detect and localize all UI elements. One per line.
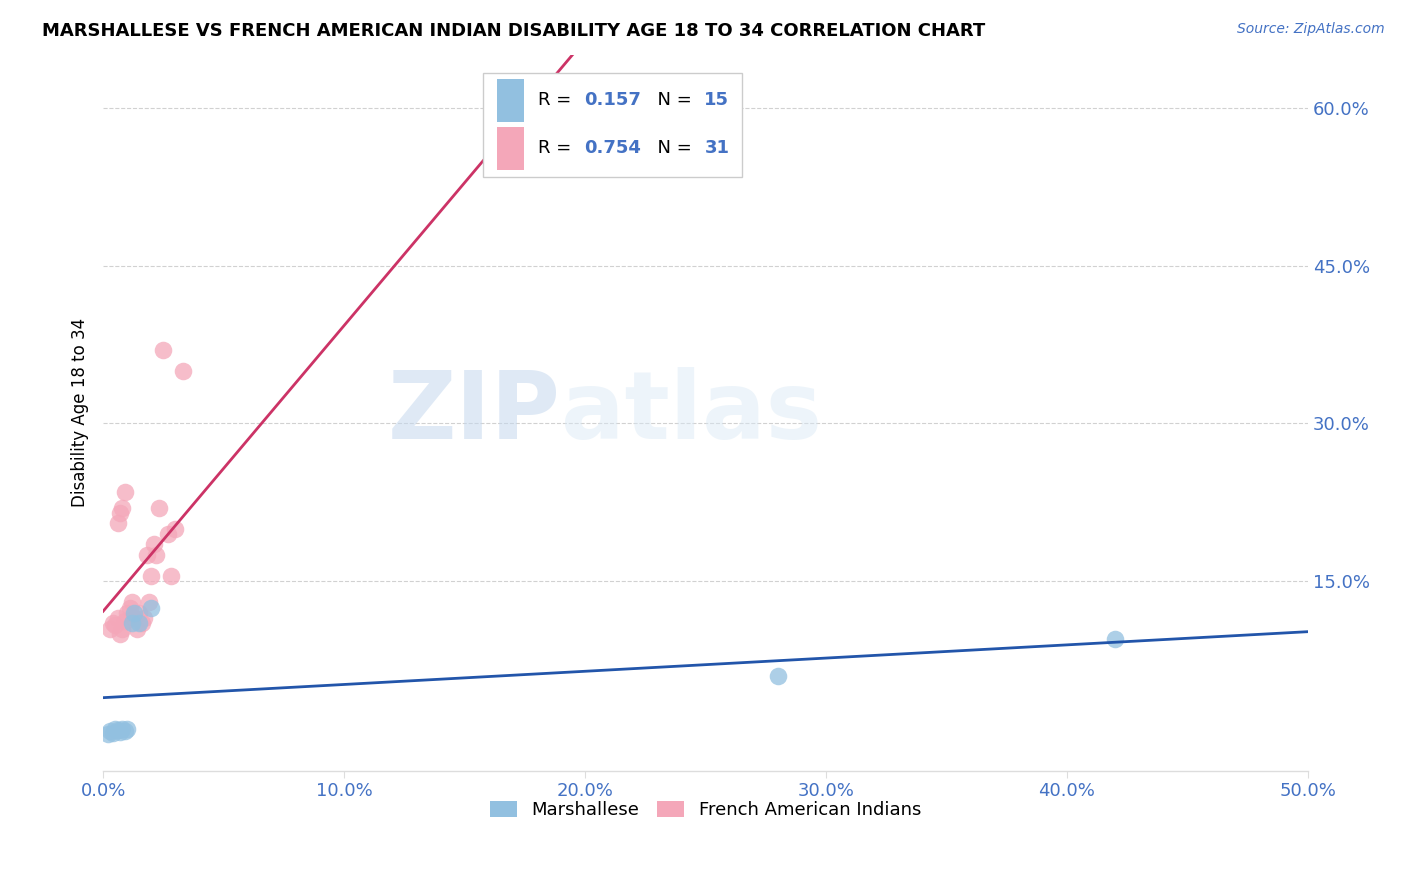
Point — [98, 622, 121, 636]
Point — [128, 606, 150, 620]
Text: 31: 31 — [704, 139, 730, 157]
Text: 0.157: 0.157 — [583, 91, 641, 109]
Point — [159, 569, 181, 583]
Point — [98, 723, 121, 738]
Point — [114, 484, 136, 499]
Point — [124, 611, 146, 625]
Point — [766, 669, 789, 683]
Point — [101, 616, 124, 631]
Y-axis label: Disability Age 18 to 34: Disability Age 18 to 34 — [72, 318, 89, 508]
Point — [152, 343, 174, 357]
Point — [111, 500, 134, 515]
Point — [165, 522, 187, 536]
Point — [114, 723, 136, 738]
FancyBboxPatch shape — [498, 127, 523, 169]
Point — [172, 364, 194, 378]
Text: R =: R = — [538, 91, 576, 109]
Point — [108, 506, 131, 520]
Point — [121, 616, 143, 631]
Point — [138, 595, 160, 609]
Point — [107, 723, 129, 737]
Point — [101, 726, 124, 740]
Point — [132, 611, 155, 625]
Text: 15: 15 — [704, 91, 730, 109]
Point — [145, 548, 167, 562]
Point — [114, 614, 136, 628]
Point — [111, 722, 134, 736]
Point — [104, 722, 127, 736]
Point — [141, 569, 163, 583]
Point — [121, 595, 143, 609]
FancyBboxPatch shape — [482, 73, 742, 177]
Text: atlas: atlas — [561, 367, 823, 458]
Point — [148, 500, 170, 515]
Point — [118, 600, 141, 615]
Text: N =: N = — [647, 139, 697, 157]
Text: R =: R = — [538, 139, 576, 157]
Text: MARSHALLESE VS FRENCH AMERICAN INDIAN DISABILITY AGE 18 TO 34 CORRELATION CHART: MARSHALLESE VS FRENCH AMERICAN INDIAN DI… — [42, 22, 986, 40]
FancyBboxPatch shape — [498, 78, 523, 121]
Point — [141, 600, 163, 615]
Point — [107, 611, 129, 625]
Point — [135, 548, 157, 562]
Legend: Marshallese, French American Indians: Marshallese, French American Indians — [482, 793, 928, 826]
Point — [107, 516, 129, 531]
Text: 0.754: 0.754 — [583, 139, 641, 157]
Point — [115, 606, 138, 620]
Point — [142, 537, 165, 551]
Point — [108, 627, 131, 641]
Text: N =: N = — [647, 91, 697, 109]
Text: Source: ZipAtlas.com: Source: ZipAtlas.com — [1237, 22, 1385, 37]
Point — [157, 527, 180, 541]
Text: ZIP: ZIP — [388, 367, 561, 458]
Point — [108, 724, 131, 739]
Point — [104, 618, 127, 632]
Point — [1104, 632, 1126, 647]
Point — [124, 606, 146, 620]
Point — [125, 622, 148, 636]
Point — [128, 616, 150, 631]
Point — [115, 722, 138, 736]
Point — [131, 616, 153, 631]
Point — [111, 622, 134, 636]
Point — [502, 143, 524, 157]
Point — [97, 727, 120, 741]
